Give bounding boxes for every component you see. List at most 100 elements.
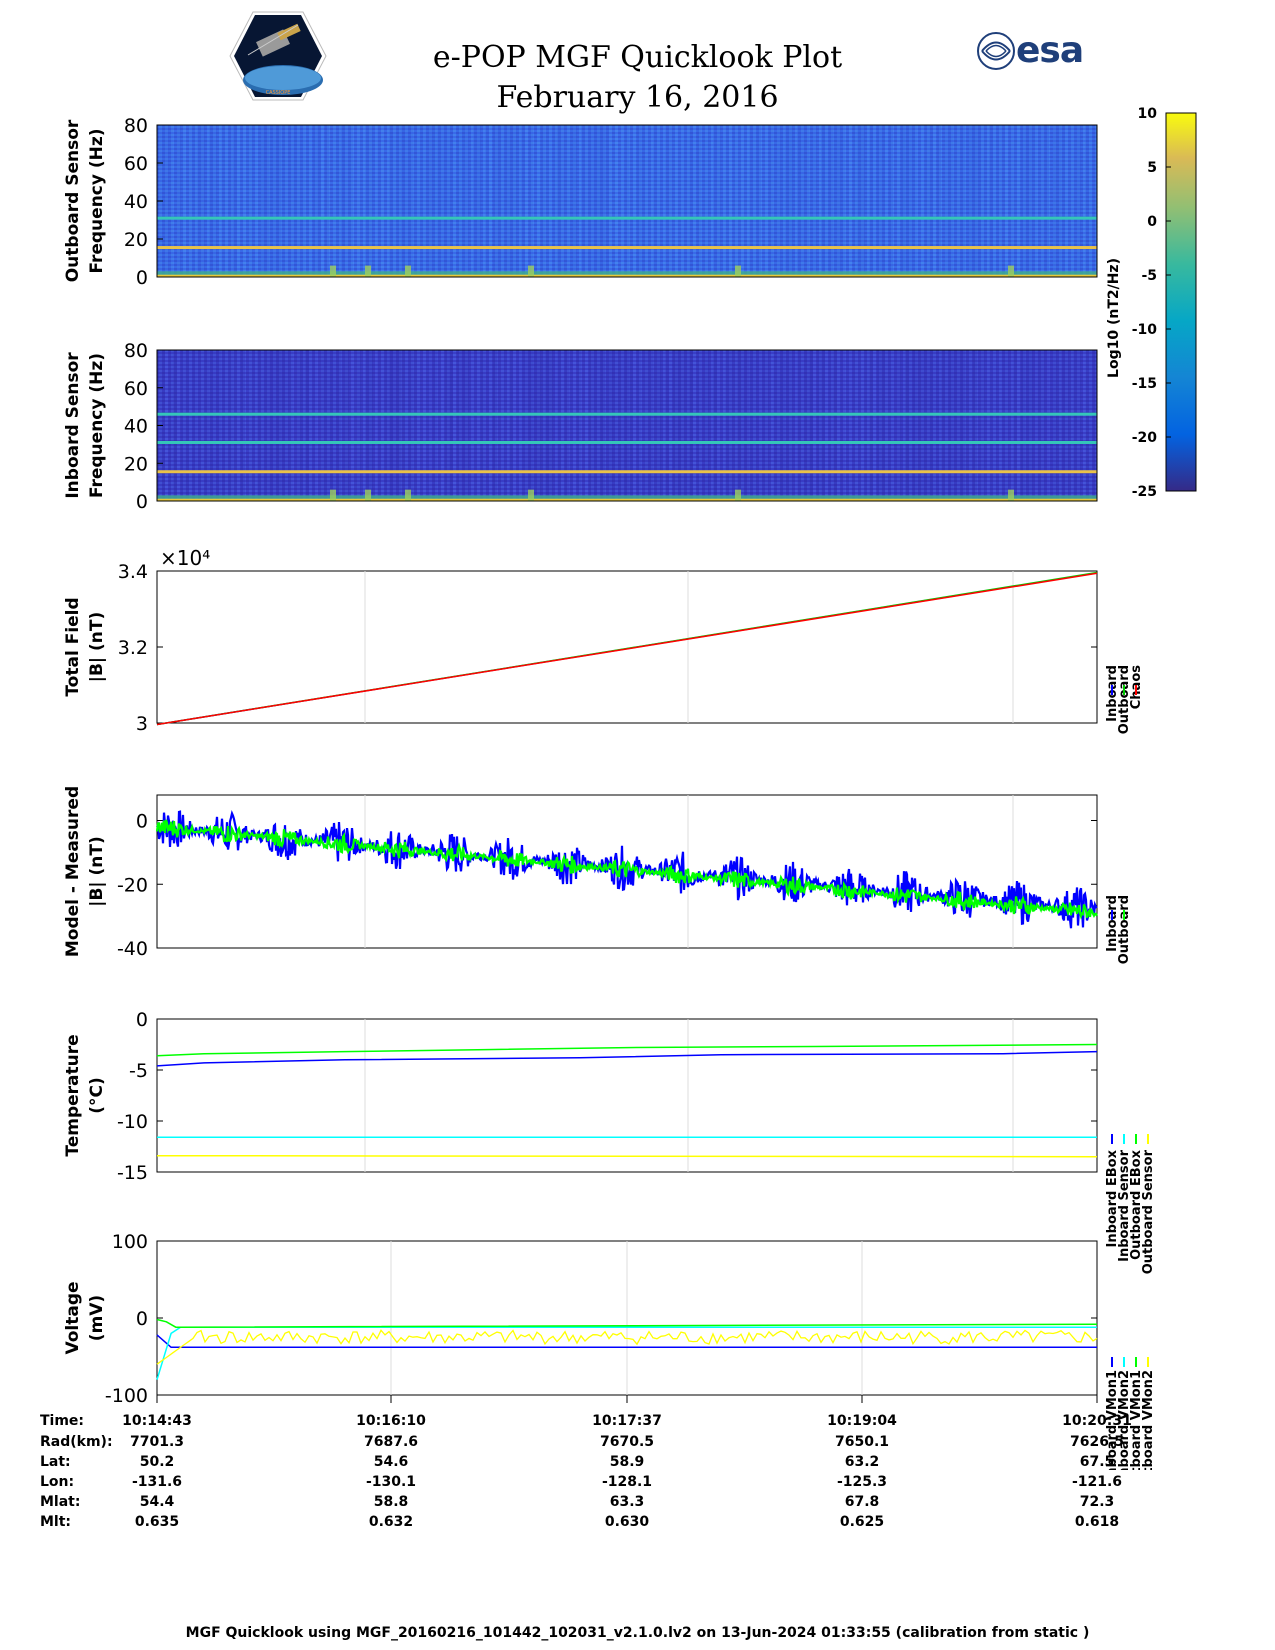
spectrogram-column — [1025, 350, 1029, 501]
spectrogram-column — [657, 350, 661, 501]
y-axis-label: (°C) — [87, 1077, 107, 1114]
spectrogram-column — [637, 125, 641, 277]
spectrogram-burst — [405, 265, 411, 277]
spectrogram-column — [953, 350, 957, 501]
spectrogram-lowfreq-band — [157, 495, 1097, 501]
spectrogram-column — [613, 350, 617, 501]
spectrogram-column — [437, 350, 441, 501]
spectrogram-column — [537, 125, 541, 277]
spectrogram-column — [673, 125, 677, 277]
spectrogram-column — [637, 350, 641, 501]
spectrogram-column — [909, 125, 913, 277]
spectrogram-column — [845, 350, 849, 501]
spectrogram-column — [433, 350, 437, 501]
spectrogram-column — [749, 125, 753, 277]
spectrogram-column — [345, 125, 349, 277]
spectrogram-column — [761, 350, 765, 501]
spectrogram-column — [305, 125, 309, 277]
spectrogram-column — [837, 125, 841, 277]
spectrogram-column — [745, 125, 749, 277]
spectrogram-column — [797, 125, 801, 277]
spectrogram-column — [865, 125, 869, 277]
spectrogram-burst — [405, 489, 411, 501]
spectrogram-column — [221, 125, 225, 277]
spectrogram-column — [281, 125, 285, 277]
spectrogram-column — [877, 350, 881, 501]
table-cell: -130.1 — [365, 1474, 417, 1490]
cassiope-logo: CASSIOPE — [229, 11, 327, 101]
spectrogram-column — [937, 350, 941, 501]
table-cell: 72.3 — [1079, 1494, 1115, 1510]
spectrogram-column — [721, 350, 725, 501]
spectrogram-column — [561, 350, 565, 501]
spectrogram-column — [813, 350, 817, 501]
spectrogram-column — [641, 125, 645, 277]
spectrogram-column — [357, 350, 361, 501]
spectrogram-burst — [330, 489, 336, 501]
spectrogram-column — [1069, 350, 1073, 501]
spectrogram-column — [269, 350, 273, 501]
spectrogram-column — [1009, 125, 1013, 277]
spectrogram-column — [377, 350, 381, 501]
colorbar-tick-label: -5 — [1141, 268, 1157, 284]
colorbar-scale — [1165, 112, 1197, 492]
spectrogram-column — [249, 350, 253, 501]
spectrogram-column — [513, 350, 517, 501]
spectrogram-column — [801, 125, 805, 277]
spectrogram-column — [1069, 125, 1073, 277]
spectrogram-column — [361, 125, 365, 277]
spectrogram-column — [169, 125, 173, 277]
spectrogram-column — [493, 125, 497, 277]
spectrogram-column — [513, 125, 517, 277]
spectrogram-column — [837, 350, 841, 501]
spectrogram-column — [925, 350, 929, 501]
spectrogram-column — [665, 125, 669, 277]
spectrogram-column — [969, 125, 973, 277]
spectrogram-column — [501, 350, 505, 501]
spectrogram-column — [741, 125, 745, 277]
y-axis-label: Voltage — [63, 1281, 83, 1354]
spectrogram-column — [525, 125, 529, 277]
spectrogram-column — [573, 125, 577, 277]
spectrogram-column — [237, 350, 241, 501]
spectrogram-column — [981, 125, 985, 277]
spectrogram-column — [557, 350, 561, 501]
y-tick-label: 40 — [124, 416, 148, 438]
spectrogram-column — [989, 125, 993, 277]
spectrogram-column — [589, 125, 593, 277]
spectrogram-column — [645, 125, 649, 277]
spectrogram-column — [769, 350, 773, 501]
spectrogram-line — [157, 412, 1097, 416]
table-cell: 63.2 — [844, 1454, 880, 1470]
y-tick-label: -40 — [117, 938, 148, 960]
spectrogram-column — [1037, 350, 1041, 501]
spectrogram-background — [157, 350, 1097, 501]
spectrogram-column — [705, 125, 709, 277]
spectrogram-column — [661, 350, 665, 501]
spectrogram-column — [913, 350, 917, 501]
spectrogram-column — [657, 125, 661, 277]
spectrogram-column — [677, 350, 681, 501]
spectrogram-column — [173, 350, 177, 501]
legend-entry: Outboard EBox — [1129, 1149, 1144, 1259]
spectrogram-column — [1057, 350, 1061, 501]
series-line — [156, 1334, 1097, 1349]
colorbar-tick-label: -25 — [1132, 484, 1157, 500]
spectrogram-column — [661, 125, 665, 277]
spectrogram-column — [265, 125, 269, 277]
table-label-lon: Lon: — [40, 1474, 75, 1490]
table-cell: -128.1 — [601, 1474, 653, 1490]
spectrogram-column — [709, 350, 713, 501]
table-cell: 67.8 — [844, 1494, 880, 1510]
spectrogram-column — [877, 125, 881, 277]
spectrogram-column — [901, 125, 905, 277]
spectrogram-column — [397, 125, 401, 277]
spectrogram-column — [205, 350, 209, 501]
table-cell: 10:14:43 — [122, 1413, 192, 1429]
spectrogram-column — [533, 125, 537, 277]
spectrogram-column — [901, 350, 905, 501]
spectrogram-column — [701, 125, 705, 277]
spectrogram-column — [297, 350, 301, 501]
y-tick-label: 60 — [124, 153, 148, 175]
spectrogram-column — [505, 350, 509, 501]
